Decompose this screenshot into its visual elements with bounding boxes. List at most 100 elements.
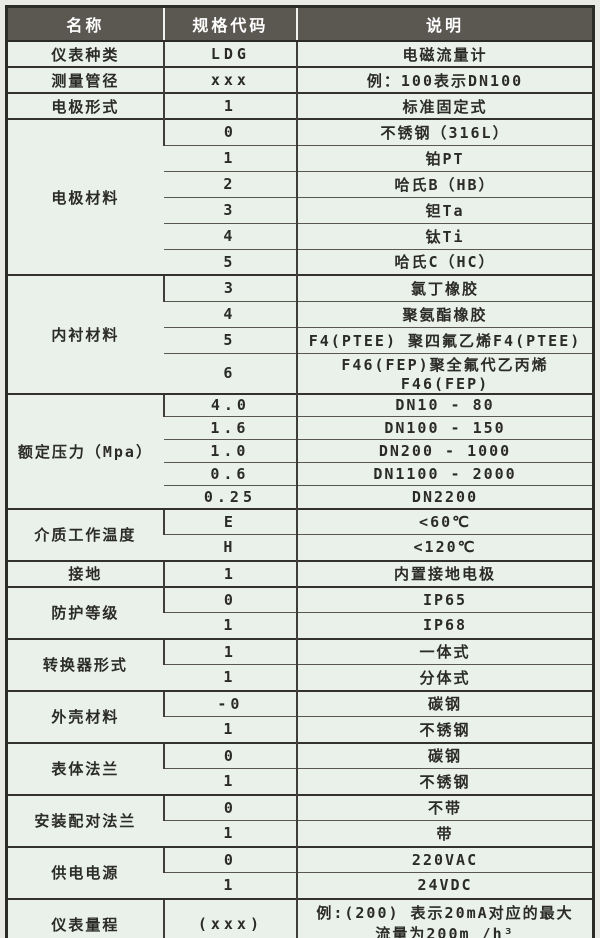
table-row: 外壳材料 -0 碳钢 [6,689,594,743]
code-cell: 0 [162,845,298,873]
group-name-cell: 额定压力（Mpa） [6,392,164,509]
desc-cell: 钽Ta [296,196,594,223]
desc-cell: 一体式 [296,637,594,665]
code-cell: 1 [162,92,298,119]
code-cell: 0.6 [163,462,298,486]
table-row: 1 不锈钢 [7,768,594,795]
table-row: 1.6 DN100 - 150 [7,416,594,440]
header-cell-desc: 说明 [296,6,594,42]
table-row: 5 F4(PTEE) 聚四氟乙烯F4(PTEE) [7,326,594,353]
desc-cell: 内置接地电极 [296,559,594,587]
code-cell: 3 [162,274,298,301]
code-cell: 4.0 [162,392,298,417]
table-row: 1 不锈钢 [7,716,594,743]
code-cell: 1 [163,820,298,847]
desc-cell: 带 [296,820,594,847]
code-cell: 1 [163,144,298,171]
spec-table: 名称 规格代码 说明 仪表种类 LDG 电磁流量计 测量管径 xxx 例：100表示DN1… [5,5,595,938]
table-row: 表体法兰 0 碳钢 [6,741,594,795]
header-cell-name: 名称 [6,6,164,42]
table-row: 4 聚氨酯橡胶 [7,300,594,327]
desc-cell: IP68 [296,612,594,639]
group-name-cell: 仪表种类 [6,40,164,67]
spec-table-body: 仪表种类 LDG 电磁流量计 测量管径 xxx 例：100表示DN100 电极形式 1 标准固定… [6,40,594,938]
code-cell: 5 [163,248,298,275]
group-name-cell: 安装配对法兰 [6,793,164,847]
header-cell-code: 规格代码 [162,6,298,42]
desc-cell: IP65 [296,585,594,613]
header-row: 名称 规格代码 说明 [6,6,594,42]
code-cell: 2 [163,170,298,197]
code-cell: 0 [162,585,298,613]
code-cell: 5 [163,326,298,353]
group-name-cell: 表体法兰 [6,741,164,795]
table-row: 防护等级 0 IP65 [6,585,594,639]
table-row: 电极材料 0 不锈钢（316L） [6,118,594,275]
desc-cell: 铂PT [296,144,594,171]
table-row: 1.0 DN200 - 1000 [7,439,594,463]
table-row: 内衬材料 3 氯丁橡胶 [6,274,594,394]
code-cell: 0 [162,741,298,769]
group-name-cell: 供电电源 [6,845,164,899]
code-cell: 1 [162,637,298,665]
desc-cell: F46(FEP)聚全氟代乙丙烯F46(FEP) [296,352,594,394]
table-row: 5 哈氏C（HC） [7,248,594,275]
desc-line: 例:(200) 表示20mA对应的最大 [316,903,574,922]
desc-cell: 氯丁橡胶 [296,274,594,301]
desc-cell: 220VAC [296,845,594,873]
code-cell: 1 [163,872,298,899]
group-name-cell: 接地 [6,559,164,587]
code-cell: 0 [162,793,298,821]
code-cell: E [162,507,298,535]
group-name-cell: 电极形式 [6,92,164,119]
desc-cell: 碳钢 [296,741,594,769]
table-row: 1 分体式 [7,664,594,691]
desc-cell: <120℃ [296,534,594,561]
desc-cell: 不锈钢 [296,716,594,743]
table-row: 4 钛Ti [7,222,594,249]
code-cell: (xxx) [162,897,298,938]
table-row: 电极形式 1 标准固定式 [6,92,594,119]
group-name-cell: 外壳材料 [6,689,164,743]
code-cell: 1.0 [163,439,298,463]
code-cell: 1 [163,716,298,743]
group-name-cell: 仪表量程 [6,897,164,938]
group-name-cell: 介质工作温度 [6,507,164,561]
desc-cell: DN200 - 1000 [296,439,594,463]
table-row: 1 铂PT [7,144,594,171]
code-cell: 3 [163,196,298,223]
table-row: 2 哈氏B（HB） [7,170,594,197]
group-name-cell: 内衬材料 [6,274,164,394]
code-cell: 4 [163,300,298,327]
group-name-cell: 测量管径 [6,66,164,93]
code-cell: 0.25 [163,485,298,509]
desc-cell: <60℃ [296,507,594,535]
desc-line: 流量为200m /h³ [375,925,515,938]
table-row: 仪表量程 (xxx) 例:(200) 表示20mA对应的最大 流量为200m /h³ [6,897,594,938]
desc-cell: 不带 [296,793,594,821]
code-cell: 1.6 [163,416,298,440]
desc-cell: 哈氏C（HC） [296,248,594,275]
desc-cell: 标准固定式 [296,92,594,119]
desc-cell: 不锈钢（316L） [296,118,594,145]
desc-cell: 分体式 [296,664,594,691]
desc-cell: DN2200 [296,485,594,509]
desc-cell: DN100 - 150 [296,416,594,440]
table-row: 3 钽Ta [7,196,594,223]
code-cell: H [163,534,298,561]
table-row: 0.25 DN2200 [7,485,594,509]
code-cell: 6 [163,352,298,394]
code-cell: -0 [162,689,298,717]
table-row: 1 IP68 [7,612,594,639]
desc-cell: 例:(200) 表示20mA对应的最大流量为200m /h³ [296,897,594,938]
desc-cell: 哈氏B（HB） [296,170,594,197]
desc-cell: 不锈钢 [296,768,594,795]
code-cell: xxx [162,66,298,93]
desc-cell: 聚氨酯橡胶 [296,300,594,327]
desc-cell: 钛Ti [296,222,594,249]
table-row: 额定压力（Mpa） 4.0 DN10 - 80 [6,392,594,509]
code-cell: 1 [163,664,298,691]
code-cell: 0 [162,118,298,145]
